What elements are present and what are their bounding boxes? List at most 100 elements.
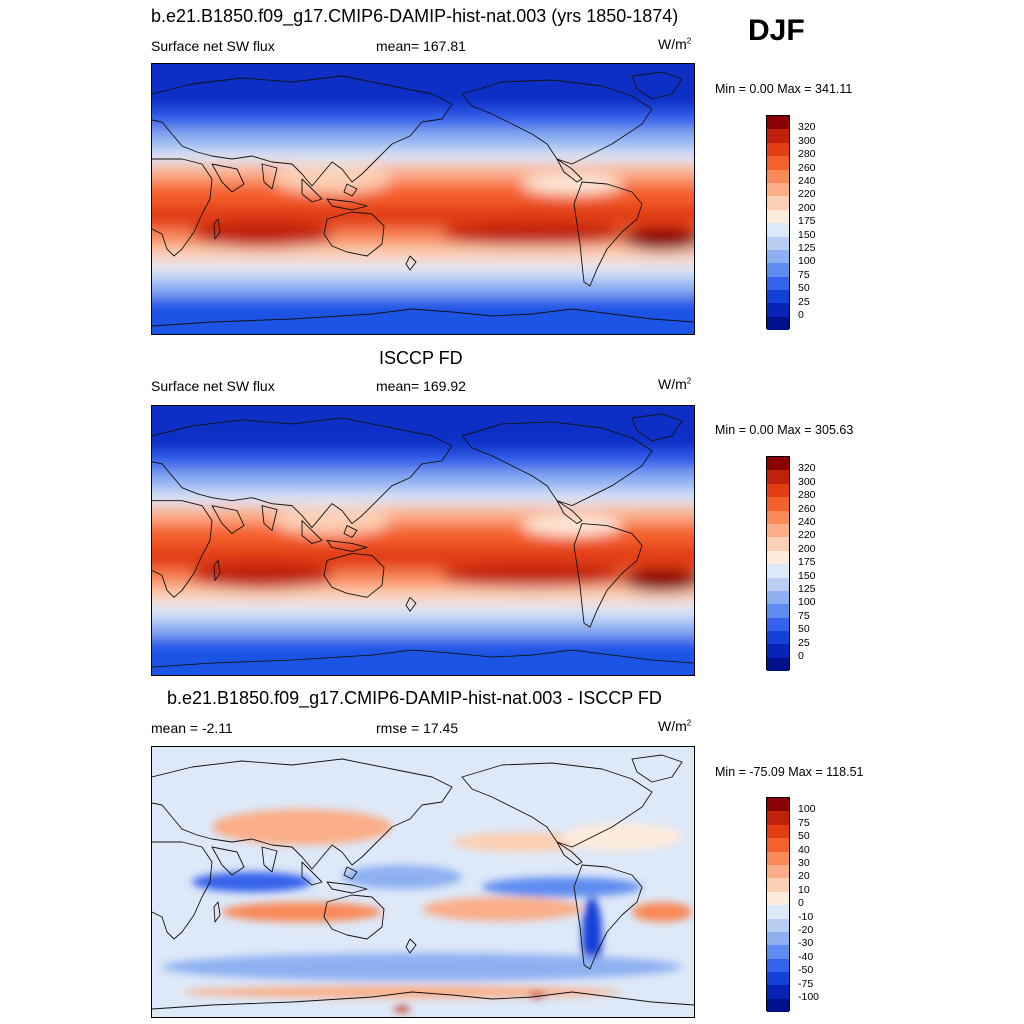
colorbar-tick-label: 240 — [798, 175, 816, 187]
colorbar-swatch — [767, 497, 789, 511]
colorbar-swatch — [767, 878, 789, 892]
colorbar-swatch — [767, 864, 789, 879]
colorbar-tick-label: 220 — [798, 529, 816, 542]
panel2-units: W/m2 — [658, 376, 692, 392]
colorbar-swatch — [767, 998, 789, 1013]
colorbar-tick-label: 25 — [798, 636, 810, 649]
panel1-map — [151, 63, 695, 335]
colorbar-tick-label: 0 — [798, 309, 804, 321]
colorbar-tick-label: 30 — [798, 857, 810, 869]
colorbar-swatch — [767, 644, 789, 658]
colorbar-tick-label: 200 — [798, 201, 816, 214]
colorbar-swatch — [767, 236, 789, 250]
colorbar-tick-label: -20 — [798, 924, 814, 936]
panel1-minmax: Min = 0.00 Max = 341.11 — [715, 82, 853, 96]
colorbar-swatch — [767, 510, 789, 524]
colorbar-swatch — [767, 209, 789, 224]
panel2-variable-label: Surface net SW flux — [151, 378, 275, 394]
colorbar-swatch — [767, 142, 789, 157]
colorbar-swatch — [767, 303, 789, 317]
colorbar-swatch — [767, 457, 789, 471]
colorbar-tick-label: 220 — [798, 188, 816, 201]
panel3-mean-label: mean = -2.11 — [151, 720, 233, 736]
colorbar-swatch — [767, 945, 789, 959]
panel1-title: b.e21.B1850.f09_g17.CMIP6-DAMIP-hist-nat… — [151, 6, 679, 26]
panel1-units: W/m2 — [658, 36, 692, 52]
colorbar-swatch — [767, 590, 789, 605]
colorbar-swatch — [767, 263, 789, 277]
colorbar-swatch — [767, 798, 789, 812]
colorbar-tick-label: 300 — [798, 134, 816, 147]
colorbar-swatch — [767, 169, 789, 183]
panel1-variable-label: Surface net SW flux — [151, 38, 275, 54]
colorbar-tick-label: 175 — [798, 215, 816, 228]
colorbar-tick-label: 150 — [798, 228, 816, 241]
colorbar-swatch — [767, 958, 789, 973]
colorbar-swatch — [767, 577, 789, 591]
panel2-title: ISCCP FD — [379, 348, 463, 368]
colorbar-tick-label: 300 — [798, 475, 816, 488]
colorbar-swatch — [767, 129, 789, 143]
colorbar-swatch — [767, 249, 789, 264]
colorbar-tick-label: 125 — [798, 242, 816, 254]
colorbar-swatches — [766, 456, 790, 672]
colorbar-tick-label: 125 — [798, 583, 816, 595]
colorbar-swatch — [767, 470, 789, 484]
colorbar-tick-label: -50 — [798, 964, 814, 977]
panel2-mean-label: mean= 169.92 — [376, 378, 466, 394]
colorbar-tick-label: 100 — [798, 255, 816, 268]
colorbar-tick-label: 260 — [798, 161, 816, 174]
colorbar-tick-label: 320 — [798, 462, 816, 475]
colorbar-tick-label: 320 — [798, 121, 816, 134]
colorbar-tick-label: 50 — [798, 282, 810, 295]
colorbar-swatch — [767, 838, 789, 852]
colorbar-swatch — [767, 811, 789, 825]
colorbar-swatch — [767, 972, 789, 986]
colorbar-swatches — [766, 797, 790, 1013]
colorbar-swatch — [767, 918, 789, 932]
colorbar-swatch — [767, 617, 789, 632]
panel3-rmse-label: rmse = 17.45 — [376, 720, 459, 736]
colorbar-swatch — [767, 905, 789, 919]
colorbar-tick-label: 100 — [798, 803, 816, 816]
colorbar-swatch — [767, 985, 789, 999]
colorbar-swatch — [767, 483, 789, 498]
colorbar-tick-label: 25 — [798, 295, 810, 308]
colorbar-tick-label: 50 — [798, 830, 810, 843]
colorbar-tick-label: 75 — [798, 268, 810, 281]
colorbar-swatch — [767, 564, 789, 578]
colorbar-tick-label: -75 — [798, 977, 814, 990]
colorbar-swatch — [767, 931, 789, 946]
colorbar-tick-label: -10 — [798, 910, 814, 923]
colorbar-swatch — [767, 550, 789, 565]
colorbar-tick-label: 280 — [798, 148, 816, 161]
colorbar-swatch — [767, 631, 789, 645]
colorbar-swatch — [767, 156, 789, 170]
colorbar-tick-label: 20 — [798, 870, 810, 883]
colorbar-swatch — [767, 824, 789, 839]
panel2-map — [151, 405, 695, 676]
colorbar-tick-label: 50 — [798, 623, 810, 636]
colorbar-swatch — [767, 523, 789, 538]
panel3-units: W/m2 — [658, 718, 692, 734]
colorbar-swatch — [767, 196, 789, 210]
colorbar-tick-label: 10 — [798, 883, 810, 896]
colorbar-swatch — [767, 657, 789, 672]
colorbar-swatch — [767, 604, 789, 618]
colorbar-tick-label: 260 — [798, 502, 816, 515]
colorbar-tick-label: 280 — [798, 489, 816, 502]
colorbar-swatch — [767, 276, 789, 291]
colorbar-tick-label: 100 — [798, 596, 816, 609]
season-label: DJF — [748, 14, 805, 47]
colorbar-tick-label: 150 — [798, 569, 816, 582]
colorbar-tick-label: 0 — [798, 650, 804, 662]
colorbar-tick-label: 40 — [798, 843, 810, 856]
panel2-minmax: Min = 0.00 Max = 305.63 — [715, 423, 854, 437]
panel3-map — [151, 746, 695, 1018]
colorbar-tick-label: 75 — [798, 816, 810, 829]
colorbar-swatches — [766, 115, 790, 331]
colorbar-swatch — [767, 316, 789, 331]
colorbar-tick-label: -100 — [798, 991, 820, 1003]
colorbar-swatch — [767, 182, 789, 197]
colorbar-swatch — [767, 851, 789, 865]
